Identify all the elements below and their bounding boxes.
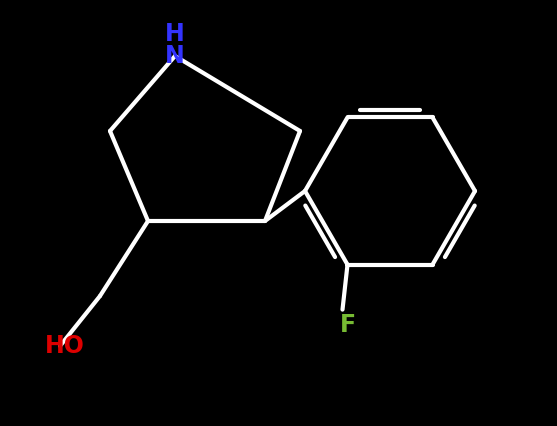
Text: H: H	[165, 22, 185, 46]
Text: F: F	[339, 313, 355, 337]
Text: N: N	[165, 44, 185, 68]
Text: HO: HO	[45, 334, 85, 358]
